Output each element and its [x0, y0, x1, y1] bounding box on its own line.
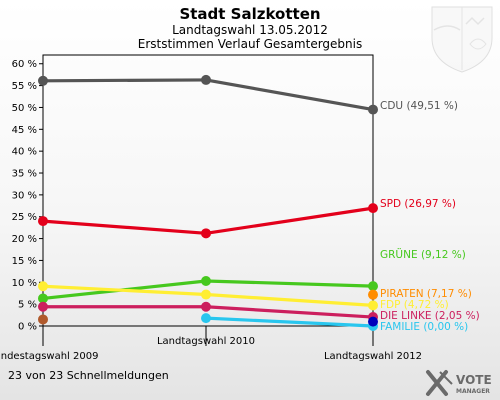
data-point — [38, 281, 48, 292]
series-label: DIE LINKE (2,05 %) — [380, 310, 480, 322]
axes: 0 % 5 % 10 % 15 % 20 % 25 % 30 % 35 % 40 % 45 % 50… — [0, 54, 422, 362]
data-point — [201, 301, 211, 312]
data-point — [368, 203, 378, 214]
footer-status: 23 von 23 Schnellmeldungen — [8, 369, 169, 382]
chart-subtitle-type: Erststimmen Verlauf Gesamtergebnis — [138, 37, 362, 51]
y-tick-label: 40 % — [12, 147, 37, 158]
series-line — [204, 279, 375, 288]
x-tick-label: Bundestagswahl 2009 — [0, 351, 98, 362]
y-tick-label: 25 % — [12, 212, 37, 223]
data-point — [201, 275, 211, 286]
data-point — [38, 314, 48, 325]
series-label: FDP (4,72 %) — [380, 299, 449, 311]
series-line — [204, 305, 375, 319]
data-point — [38, 301, 48, 312]
x-tick-label: Landtagswahl 2012 — [324, 351, 422, 362]
data-point — [201, 74, 211, 85]
y-tick-label: 0 % — [18, 322, 37, 333]
series-label: PIRATEN (7,17 %) — [380, 288, 472, 300]
series-label: GRÜNE (9,12 %) — [380, 248, 466, 261]
plot-frame — [42, 54, 374, 327]
series-line — [204, 78, 375, 112]
brand-line1: VOTE — [456, 373, 492, 387]
data-point — [38, 216, 48, 227]
y-tick-label: 15 % — [12, 256, 37, 267]
y-tick-label: 55 % — [12, 81, 37, 92]
data-point — [201, 228, 211, 239]
data-point — [368, 316, 378, 327]
data-point — [38, 293, 48, 304]
series-label: SPD (26,97 %) — [380, 198, 456, 210]
series-line — [41, 284, 208, 297]
x-mark-icon — [426, 370, 453, 396]
data-point — [201, 313, 211, 324]
series-line — [204, 292, 375, 307]
y-tick-label: 45 % — [12, 125, 37, 136]
data-point — [38, 75, 48, 86]
y-tick-label: 50 % — [12, 103, 37, 114]
chart-subtitle-date: Landtagswahl 13.05.2012 — [172, 23, 328, 37]
series-line — [204, 206, 375, 235]
series-points — [38, 74, 378, 331]
y-tick-label: 10 % — [12, 278, 37, 289]
series-label: FAMILIE (0,00 %) — [380, 321, 468, 333]
brand-line2: MANAGER — [456, 388, 490, 395]
series-line — [41, 78, 208, 83]
y-tick-label: 30 % — [12, 190, 37, 201]
data-point — [368, 281, 378, 292]
y-tick-label: 5 % — [18, 300, 37, 311]
chart-title: Stadt Salzkotten — [179, 5, 320, 23]
data-point — [201, 289, 211, 300]
votemanager-logo: VOTE MANAGER — [426, 370, 492, 396]
y-tick-label: 35 % — [12, 169, 37, 180]
series-lines — [41, 78, 375, 328]
data-point — [368, 104, 378, 115]
y-tick-label: 60 % — [12, 59, 37, 70]
y-tick-label: 20 % — [12, 234, 37, 245]
data-point — [368, 300, 378, 311]
x-tick-label: Landtagswahl 2010 — [157, 336, 255, 347]
series-label: CDU (49,51 %) — [380, 100, 458, 112]
series-line — [204, 316, 375, 328]
coat-of-arms-logo — [431, 6, 493, 73]
series-line — [41, 219, 208, 235]
data-point — [368, 289, 378, 300]
series-labels: CDU (49,51 %) SPD (26,97 %) GRÜNE (9,12 %)… — [380, 100, 480, 333]
